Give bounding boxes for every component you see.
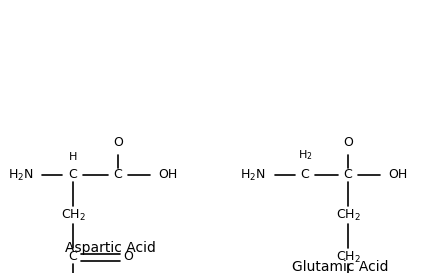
Text: C: C [344,168,352,182]
Text: O: O [113,136,123,150]
Text: CH$_2$: CH$_2$ [61,207,85,222]
Text: C: C [114,168,122,182]
Text: OH: OH [388,168,407,182]
Text: Aspartic Acid: Aspartic Acid [65,241,155,255]
Text: CH$_2$: CH$_2$ [336,207,360,222]
Text: C: C [69,251,77,263]
Text: OH: OH [158,168,177,182]
Text: O: O [343,136,353,150]
Text: H$_2$N: H$_2$N [8,167,33,183]
Text: C: C [69,168,77,182]
Text: CH$_2$: CH$_2$ [336,250,360,265]
Text: O: O [123,251,133,263]
Text: H$_2$: H$_2$ [298,148,312,162]
Text: Glutamic Acid: Glutamic Acid [292,260,388,273]
Text: H: H [69,152,77,162]
Text: H$_2$N: H$_2$N [240,167,266,183]
Text: C: C [301,168,309,182]
